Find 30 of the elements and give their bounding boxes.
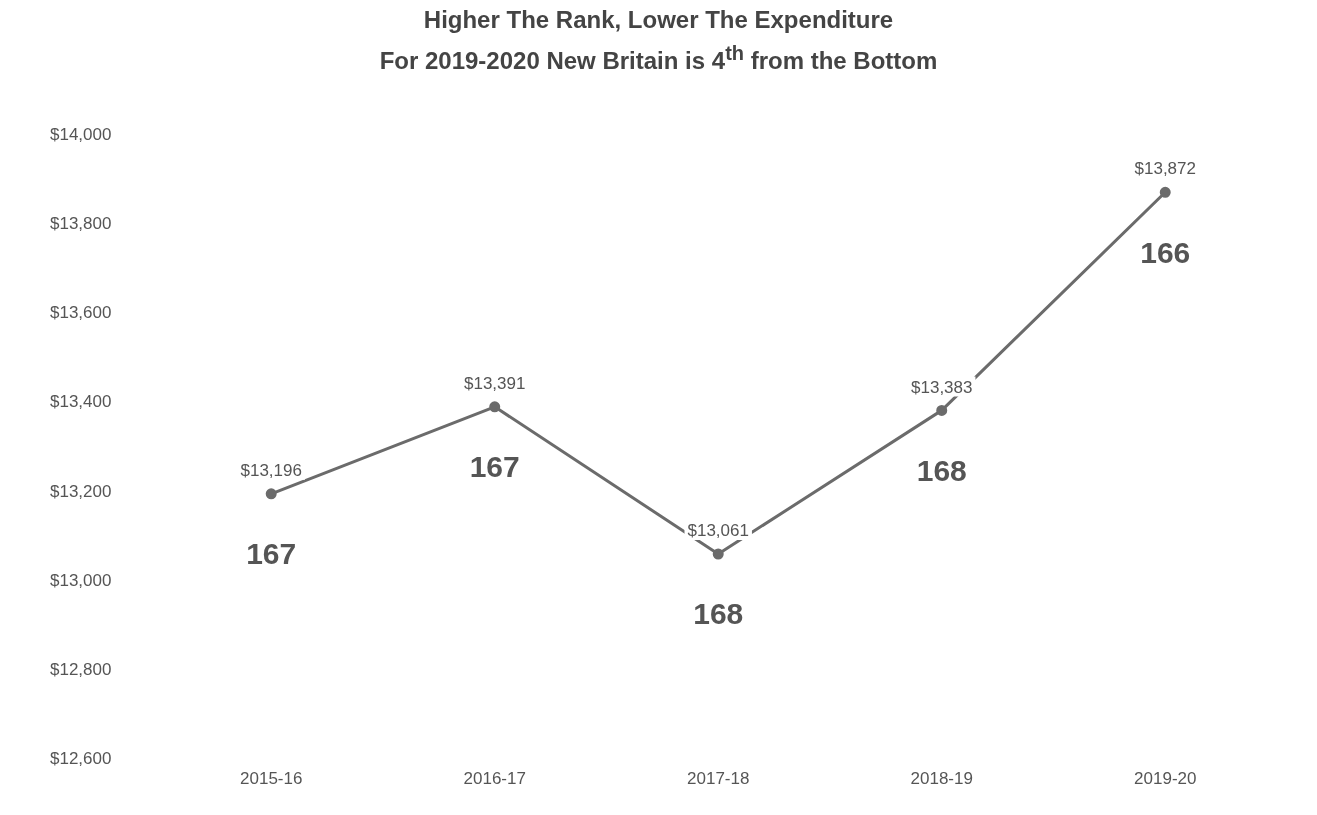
annotation: 167 — [246, 537, 297, 571]
data-label: $13,872 — [1134, 159, 1196, 179]
annotation: 167 — [469, 450, 520, 484]
y-tick-label: $13,600 — [50, 303, 112, 323]
point — [1159, 186, 1171, 198]
y-tick-label: $12,800 — [50, 660, 112, 680]
y-tick-label: $13,000 — [50, 570, 112, 590]
y-tick-label: $13,200 — [50, 481, 112, 501]
annotation: 168 — [693, 597, 744, 631]
annotation: 166 — [1140, 235, 1191, 269]
point — [265, 488, 277, 500]
x-tick-label: 2018-19 — [910, 769, 973, 789]
chart-subtitle: For 2019-2020 New Britain is 4$^{th}$ from the Bottom — [378, 42, 939, 75]
chart-title: Higher The Rank, Lower The Expenditure — [422, 6, 895, 34]
data-label: $13,383 — [911, 377, 973, 397]
annotation: 168 — [916, 453, 967, 487]
x-tick-label: 2015-16 — [240, 769, 303, 789]
x-tick-label: 2016-17 — [463, 769, 526, 789]
data-label: $13,196 — [240, 460, 302, 480]
point — [712, 548, 724, 560]
y-tick-label: $13,400 — [50, 392, 112, 412]
x-tick-label: 2019-20 — [1134, 769, 1197, 789]
point — [489, 401, 501, 413]
y-tick-label: $12,600 — [50, 749, 112, 769]
y-tick-label: $14,000 — [50, 124, 112, 144]
data-label: $13,391 — [463, 374, 526, 393]
data-label: $13,061 — [687, 521, 749, 541]
y-tick-label: $13,800 — [50, 214, 112, 234]
point — [936, 404, 948, 416]
x-tick-label: 2017-18 — [687, 769, 750, 789]
